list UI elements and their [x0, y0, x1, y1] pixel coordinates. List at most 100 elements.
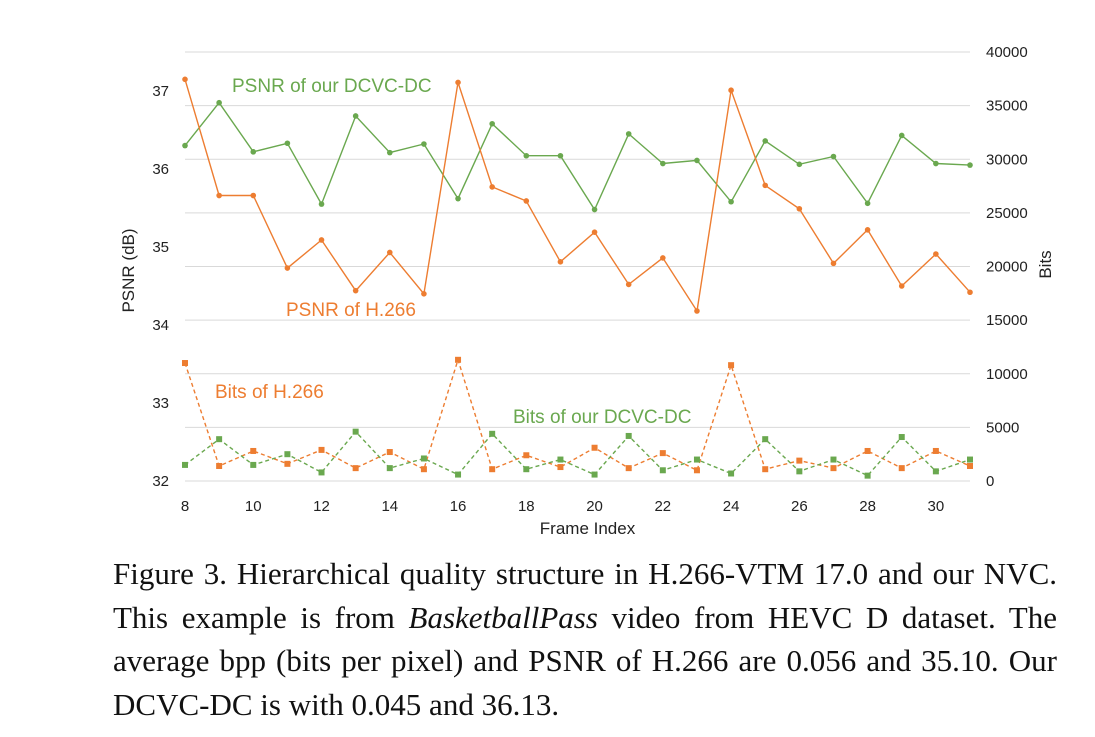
series-labels: PSNR of our DCVC-DC PSNR of H.266 Bits of … [215, 76, 691, 428]
y-tick-label: 35 [152, 239, 169, 256]
data-point [625, 131, 632, 137]
chart: 32 33 34 35 36 37 0 5000 10000 15000 20000 25000 300… [119, 44, 1055, 538]
data-point [898, 465, 905, 472]
data-point [762, 182, 769, 189]
data-point [455, 356, 462, 363]
x-axis-title: Frame Index [540, 519, 636, 538]
caption-text-1: Figure 3. Hierarchical quality structure… [113, 556, 1057, 635]
data-point [352, 465, 359, 472]
data-point [557, 464, 564, 471]
x-tick-label: 10 [245, 498, 262, 515]
data-point [352, 113, 359, 119]
data-point [318, 237, 325, 243]
data-point [659, 450, 666, 457]
y2-axis-title: Bits [1036, 250, 1055, 278]
data-point [250, 447, 257, 454]
gridlines [185, 51, 970, 482]
x-tick-label: 28 [859, 498, 876, 515]
series-line-2 [184, 79, 971, 313]
data-point [728, 362, 735, 369]
x-tick-label: 16 [450, 498, 467, 515]
data-point [728, 87, 734, 94]
data-point [796, 161, 803, 168]
data-point [830, 456, 837, 463]
x-tick-label: 14 [381, 498, 398, 515]
data-point [284, 265, 291, 271]
data-point [864, 472, 871, 479]
data-point [693, 456, 700, 463]
data-point [250, 192, 257, 199]
data-point [728, 198, 734, 205]
y-tick-label: 32 [152, 473, 169, 490]
series-line-3 [184, 357, 971, 472]
data-point [625, 432, 632, 439]
x-tick-label: 12 [313, 498, 330, 515]
y-tick-label: 37 [152, 83, 169, 100]
y2-tick-label: 40000 [986, 44, 1028, 61]
data-point [352, 287, 359, 294]
data-point [796, 468, 803, 475]
data-point [864, 200, 871, 207]
data-point [182, 461, 188, 468]
figure-caption: Figure 3. Hierarchical quality structure… [113, 552, 1057, 726]
data-point [216, 436, 223, 443]
data-point [420, 455, 427, 462]
data-point [932, 468, 939, 475]
y2-tick-label: 10000 [986, 366, 1028, 383]
data-point [352, 428, 359, 435]
data-point [591, 444, 598, 451]
data-point [864, 227, 871, 233]
caption-text-2: video from HEVC D dataset. The average b… [113, 599, 1057, 722]
y2-tick-label: 0 [986, 473, 994, 490]
data-point [182, 360, 188, 367]
data-point [898, 434, 905, 441]
data-point [898, 132, 905, 139]
data-point [523, 152, 530, 159]
series-label-2: PSNR of H.266 [286, 300, 416, 321]
x-tick-label: 30 [928, 498, 945, 515]
data-point [386, 449, 393, 456]
data-point [659, 467, 666, 474]
data-point [318, 201, 325, 207]
data-point [932, 447, 939, 454]
data-point [284, 451, 291, 458]
data-point [693, 467, 700, 474]
data-point [386, 249, 393, 256]
data-point [728, 470, 735, 477]
data-point [660, 255, 666, 261]
x-tick-label: 26 [791, 498, 808, 515]
series-label-4: Bits of our DCVC-DC [513, 407, 691, 428]
y-tick-label: 34 [152, 317, 169, 334]
data-point [967, 289, 973, 296]
y-tick-label: 36 [152, 161, 169, 178]
data-point [933, 160, 939, 167]
y2-tick-label: 25000 [986, 205, 1028, 222]
y2-tick-label: 35000 [986, 98, 1028, 115]
data-point [455, 195, 461, 202]
data-point [625, 465, 632, 472]
data-point [557, 259, 564, 265]
y2-tick-label: 5000 [986, 419, 1019, 436]
data-point [660, 160, 666, 167]
data-point [182, 142, 188, 149]
data-point [557, 456, 564, 463]
data-point [386, 465, 393, 472]
data-point [420, 466, 427, 473]
series [182, 76, 973, 479]
data-point [762, 436, 769, 443]
axes: 32 33 34 35 36 37 0 5000 10000 15000 20000 25000 300… [152, 44, 1027, 515]
data-point [250, 461, 257, 468]
data-point [455, 79, 461, 86]
data-point [318, 446, 325, 453]
y2-tick-label: 15000 [986, 312, 1028, 329]
x-tick-label: 18 [518, 498, 535, 515]
data-point [762, 138, 769, 144]
data-point [762, 466, 769, 473]
data-point [216, 99, 222, 106]
data-point [830, 153, 837, 160]
data-point [284, 460, 291, 467]
data-point [967, 462, 973, 469]
series-label-3: Bits of H.266 [215, 382, 324, 403]
data-point [523, 466, 530, 473]
data-point [489, 120, 495, 127]
